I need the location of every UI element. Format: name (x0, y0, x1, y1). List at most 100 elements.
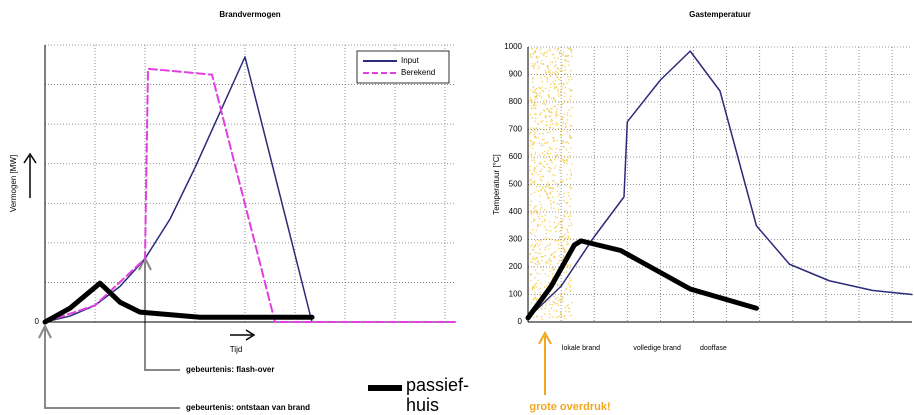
speckle (533, 259, 535, 261)
speckle (549, 313, 551, 316)
speckle (562, 248, 565, 250)
speckle (553, 137, 555, 139)
y-tick-label: 200 (509, 262, 523, 271)
speckle (539, 208, 542, 210)
speckle (562, 161, 565, 163)
speckle (555, 87, 558, 89)
speckle (539, 133, 541, 135)
speckle (547, 95, 550, 97)
speckle (550, 253, 552, 256)
speckle (549, 160, 551, 162)
pointer (44, 328, 180, 409)
speckle (566, 60, 568, 62)
speckle (546, 163, 548, 166)
speckle (569, 185, 572, 187)
speckle (559, 171, 561, 173)
speckle (568, 88, 571, 90)
speckle (534, 269, 537, 271)
speckle (544, 226, 546, 228)
speckle (546, 170, 549, 172)
speckle (553, 201, 555, 203)
speckle (564, 95, 566, 98)
speckle (547, 259, 549, 261)
speckle (535, 151, 537, 153)
speckle (534, 131, 536, 134)
speckle (565, 310, 567, 313)
speckle (530, 96, 532, 99)
speckle (553, 221, 556, 224)
speckle (564, 72, 567, 75)
speckle (534, 291, 536, 294)
speckle (559, 69, 561, 72)
speckle (541, 305, 544, 307)
speckle (534, 167, 536, 169)
speckle (566, 140, 569, 143)
speckle (547, 196, 550, 199)
speckle (562, 121, 565, 123)
speckle (562, 53, 564, 56)
speckle (566, 131, 568, 133)
speckle (558, 260, 560, 262)
speckle (564, 306, 566, 309)
speckle (563, 199, 565, 202)
speckle (549, 111, 551, 113)
speckle (569, 213, 572, 215)
y-tick-label: 500 (509, 180, 523, 189)
speckle (547, 70, 550, 73)
speckle (563, 249, 566, 251)
speckle (540, 143, 543, 145)
speckle (545, 262, 547, 264)
speckle (557, 93, 560, 95)
speckle (543, 75, 545, 78)
speckle (531, 249, 534, 251)
speckle (529, 169, 531, 172)
speckle (534, 235, 537, 237)
speckle (540, 96, 543, 98)
speckle (539, 189, 541, 191)
speckle (563, 271, 565, 274)
speckle (529, 210, 531, 212)
speckle (571, 55, 573, 57)
speckle (555, 111, 558, 114)
speckle (570, 69, 572, 72)
speckle (550, 159, 553, 162)
speckle (570, 301, 573, 304)
speckle (530, 178, 532, 180)
speckle (533, 220, 535, 222)
speckle (550, 187, 552, 189)
y-tick-label: 700 (509, 125, 523, 134)
speckle (536, 48, 538, 50)
speckle (529, 179, 531, 182)
phase-label: lokale brand (562, 345, 600, 352)
speckle (548, 310, 550, 312)
speckle (536, 299, 538, 301)
speckle (536, 88, 538, 90)
speckle (533, 64, 536, 66)
speckle (529, 145, 531, 147)
speckle (534, 240, 537, 242)
speckle (567, 283, 569, 286)
speckle (563, 214, 565, 216)
speckle (554, 154, 556, 157)
speckle (529, 184, 531, 186)
speckle (548, 299, 551, 302)
speckle (552, 266, 555, 269)
speckle (534, 98, 536, 101)
speckle (565, 141, 567, 144)
speckle (548, 97, 550, 99)
speckle (535, 282, 538, 285)
speckle (568, 64, 570, 66)
speckle (543, 99, 545, 101)
speckle (545, 52, 547, 54)
speckle (561, 141, 563, 143)
speckle (565, 159, 568, 162)
speckle (543, 218, 546, 221)
speckle (565, 162, 568, 165)
speckle (541, 318, 544, 321)
speckle (547, 149, 550, 152)
speckle (539, 170, 541, 172)
speckle (564, 159, 566, 162)
speckle (531, 261, 533, 263)
speckle (550, 238, 552, 240)
